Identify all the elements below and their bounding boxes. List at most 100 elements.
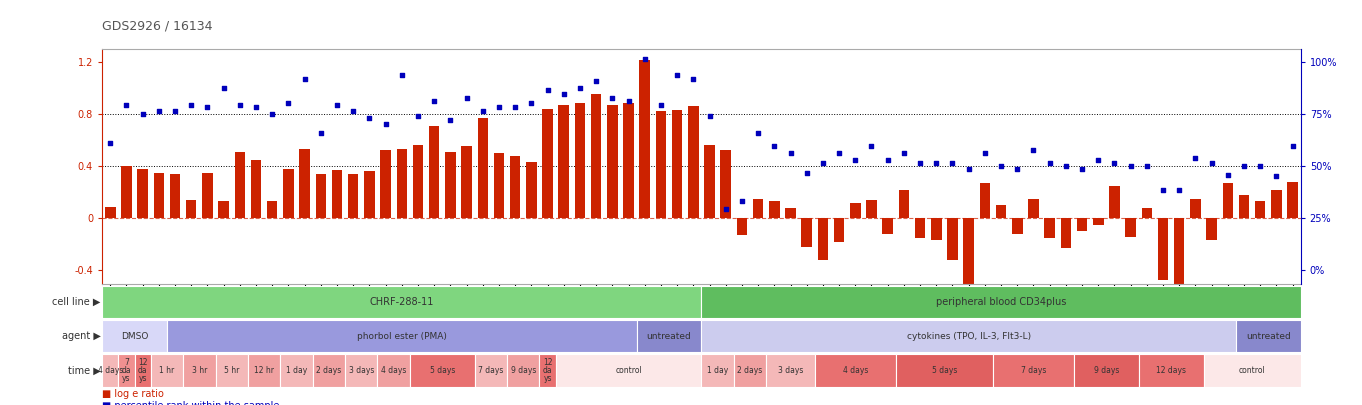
Bar <box>121 166 132 218</box>
Bar <box>1158 218 1169 279</box>
Bar <box>462 147 471 218</box>
Bar <box>248 354 281 387</box>
Point <box>1265 173 1287 180</box>
Point <box>715 206 737 212</box>
Bar <box>734 354 767 387</box>
Point <box>941 160 963 167</box>
Bar <box>154 173 163 218</box>
Point <box>1152 186 1174 193</box>
Point <box>196 104 218 111</box>
Bar <box>215 354 248 387</box>
Text: 2 days: 2 days <box>737 366 763 375</box>
Point <box>132 111 154 117</box>
Point <box>828 150 850 156</box>
Point <box>844 156 866 163</box>
Text: DMSO: DMSO <box>121 332 148 341</box>
Point <box>471 108 493 115</box>
Bar <box>380 150 391 218</box>
Bar <box>429 126 440 218</box>
Point <box>342 108 364 115</box>
Bar <box>507 354 539 387</box>
Point <box>504 104 526 111</box>
Text: 4 days: 4 days <box>98 366 123 375</box>
Bar <box>364 171 375 218</box>
Point <box>456 95 478 101</box>
Bar <box>1287 182 1298 218</box>
Bar <box>899 190 910 218</box>
Point <box>326 102 347 108</box>
Point <box>877 156 899 163</box>
Bar <box>801 218 812 247</box>
Point <box>1201 160 1223 167</box>
Bar <box>932 218 941 241</box>
Bar <box>636 320 701 352</box>
Text: 9 days: 9 days <box>511 366 537 375</box>
Point <box>602 95 624 101</box>
Text: 1 day: 1 day <box>707 366 729 375</box>
Bar <box>591 94 602 218</box>
Text: 3 hr: 3 hr <box>192 366 207 375</box>
Bar <box>267 201 278 218</box>
Point <box>1120 163 1141 169</box>
Bar <box>445 152 456 218</box>
Bar <box>493 153 504 218</box>
Bar <box>671 110 682 218</box>
Point <box>245 104 267 111</box>
Bar <box>767 354 814 387</box>
Point <box>1233 163 1254 169</box>
Bar <box>1223 183 1233 218</box>
Bar <box>1139 354 1204 387</box>
Bar <box>701 354 734 387</box>
Text: 4 days: 4 days <box>381 366 406 375</box>
Point <box>910 160 932 167</box>
Point <box>1216 172 1238 179</box>
Point <box>375 121 396 128</box>
Point <box>666 71 688 78</box>
Text: 12 hr: 12 hr <box>255 366 274 375</box>
Bar <box>737 218 748 235</box>
Point <box>180 102 202 108</box>
Point <box>957 165 979 172</box>
Point <box>148 108 170 115</box>
Bar <box>834 218 844 242</box>
Point <box>440 117 462 124</box>
Point <box>569 85 591 91</box>
Text: control: control <box>1239 366 1265 375</box>
Point <box>116 102 138 108</box>
Point <box>1169 186 1190 193</box>
Point <box>812 160 834 167</box>
Point <box>1087 156 1109 163</box>
Point <box>650 102 671 108</box>
Bar <box>377 354 410 387</box>
Bar <box>1239 195 1249 218</box>
Point <box>1056 163 1077 169</box>
Point <box>893 150 915 156</box>
Point <box>391 71 413 78</box>
Point <box>1282 143 1303 150</box>
Point <box>520 100 542 107</box>
Bar <box>1075 354 1139 387</box>
Text: 1 day: 1 day <box>286 366 308 375</box>
Bar <box>118 354 135 387</box>
Point <box>586 78 607 85</box>
Bar <box>640 60 650 218</box>
Bar <box>1028 199 1039 218</box>
Bar <box>170 174 180 218</box>
Point <box>212 85 234 91</box>
Text: 5 days: 5 days <box>932 366 957 375</box>
Bar <box>1174 218 1185 307</box>
Point <box>262 111 283 117</box>
Point <box>1249 163 1271 169</box>
Text: ■ percentile rank within the sample: ■ percentile rank within the sample <box>102 401 279 405</box>
Bar <box>168 320 636 352</box>
Text: 3 days: 3 days <box>778 366 804 375</box>
Bar <box>410 354 475 387</box>
Text: peripheral blood CD34plus: peripheral blood CD34plus <box>936 297 1066 307</box>
Bar <box>347 174 358 218</box>
Bar <box>102 286 701 318</box>
Bar <box>704 145 715 218</box>
Point <box>633 56 655 62</box>
Bar <box>1271 190 1282 218</box>
Bar <box>526 162 537 218</box>
Bar <box>993 354 1075 387</box>
